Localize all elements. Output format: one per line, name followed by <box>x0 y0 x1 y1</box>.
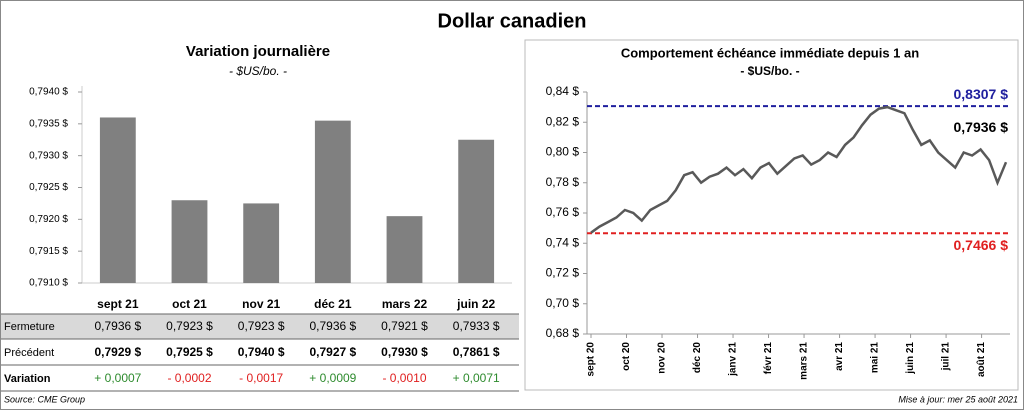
y-tick-label: 0,7920 $ <box>29 214 68 225</box>
y-tick-label: 0,82 $ <box>546 114 580 128</box>
x-tick-label: mars 22 <box>382 297 428 311</box>
table-cell: 0,7929 $ <box>94 345 141 359</box>
bar <box>243 203 280 283</box>
x-tick-label: oct 21 <box>172 297 207 311</box>
row-label: Fermeture <box>4 321 55 333</box>
bar <box>99 117 136 283</box>
row-label: Variation <box>4 373 51 385</box>
y-tick-label: 0,7925 $ <box>29 182 68 193</box>
reference-label: 0,8307 $ <box>954 86 1009 102</box>
x-tick-label: juil 21 <box>941 342 952 372</box>
table-cell: 0,7940 $ <box>238 345 285 359</box>
source: Source: CME Group <box>4 394 85 404</box>
x-tick-label: oct 20 <box>621 342 632 371</box>
x-tick-label: janv 21 <box>728 342 739 377</box>
x-tick-label: déc 20 <box>692 342 703 374</box>
table-cell: + 0,0007 <box>94 371 141 385</box>
y-tick-label: 0,74 $ <box>546 235 580 249</box>
right-panel <box>524 39 1019 391</box>
x-tick-label: sept 20 <box>586 342 597 377</box>
x-tick-label: sept 21 <box>97 297 139 311</box>
table-cell: 0,7923 $ <box>166 319 213 333</box>
table-cell: - 0,0017 <box>239 371 283 385</box>
table-cell: 0,7933 $ <box>453 319 500 333</box>
bar-title: Variation journalière <box>186 43 330 60</box>
y-tick-label: 0,76 $ <box>546 205 580 219</box>
x-tick-label: juin 22 <box>456 297 495 311</box>
x-tick-label: févr 21 <box>763 342 774 375</box>
y-tick-label: 0,72 $ <box>546 266 580 280</box>
bar <box>314 120 351 284</box>
price-line <box>590 105 1008 234</box>
y-tick-label: 0,7910 $ <box>29 278 68 289</box>
y-tick-label: 0,70 $ <box>546 296 580 310</box>
table-cell: 0,7930 $ <box>381 345 428 359</box>
x-tick-label: juin 21 <box>905 342 916 375</box>
line-title: Comportement échéance immédiate depuis 1… <box>621 45 919 60</box>
table-cell: 0,7936 $ <box>94 319 141 333</box>
bar <box>171 200 208 283</box>
table-cell: 0,7921 $ <box>381 319 428 333</box>
x-tick-label: mai 21 <box>870 342 881 374</box>
bar <box>458 139 495 283</box>
x-tick-label: nov 20 <box>657 342 668 374</box>
reference-label: 0,7466 $ <box>954 237 1009 253</box>
table-cell: 0,7936 $ <box>309 319 356 333</box>
table-cell: 0,7927 $ <box>309 345 356 359</box>
y-tick-label: 0,80 $ <box>546 145 580 159</box>
x-tick-label: août 21 <box>976 342 987 377</box>
row-label: Précédent <box>4 347 54 359</box>
table-cell: + 0,0071 <box>453 371 500 385</box>
y-tick-label: 0,84 $ <box>546 84 580 98</box>
y-tick-label: 0,7935 $ <box>29 118 68 129</box>
y-tick-label: 0,78 $ <box>546 175 580 189</box>
line-subtitle: - $US/bo. - <box>740 64 799 78</box>
last-label: 0,7936 $ <box>954 119 1009 135</box>
main-title: Dollar canadien <box>438 10 587 32</box>
table-cell: + 0,0009 <box>309 371 356 385</box>
table-cell: 0,7861 $ <box>453 345 500 359</box>
table-cell: - 0,0010 <box>382 371 426 385</box>
y-tick-label: 0,7915 $ <box>29 246 68 257</box>
bar-subtitle: - $US/bo. - <box>229 64 287 78</box>
x-tick-label: nov 21 <box>242 297 280 311</box>
bar <box>386 216 423 283</box>
table-cell: 0,7923 $ <box>238 319 285 333</box>
x-tick-label: avr 21 <box>834 342 845 371</box>
y-tick-label: 0,7930 $ <box>29 150 68 161</box>
y-tick-label: 0,68 $ <box>546 326 580 340</box>
y-tick-label: 0,7940 $ <box>29 87 68 98</box>
x-tick-label: déc 21 <box>314 297 352 311</box>
table-row-bg <box>1 314 519 339</box>
table-cell: 0,7925 $ <box>166 345 213 359</box>
updated: Mise à jour: mer 25 août 2021 <box>898 394 1018 404</box>
table-cell: - 0,0002 <box>167 371 211 385</box>
x-tick-label: mars 21 <box>799 342 810 380</box>
